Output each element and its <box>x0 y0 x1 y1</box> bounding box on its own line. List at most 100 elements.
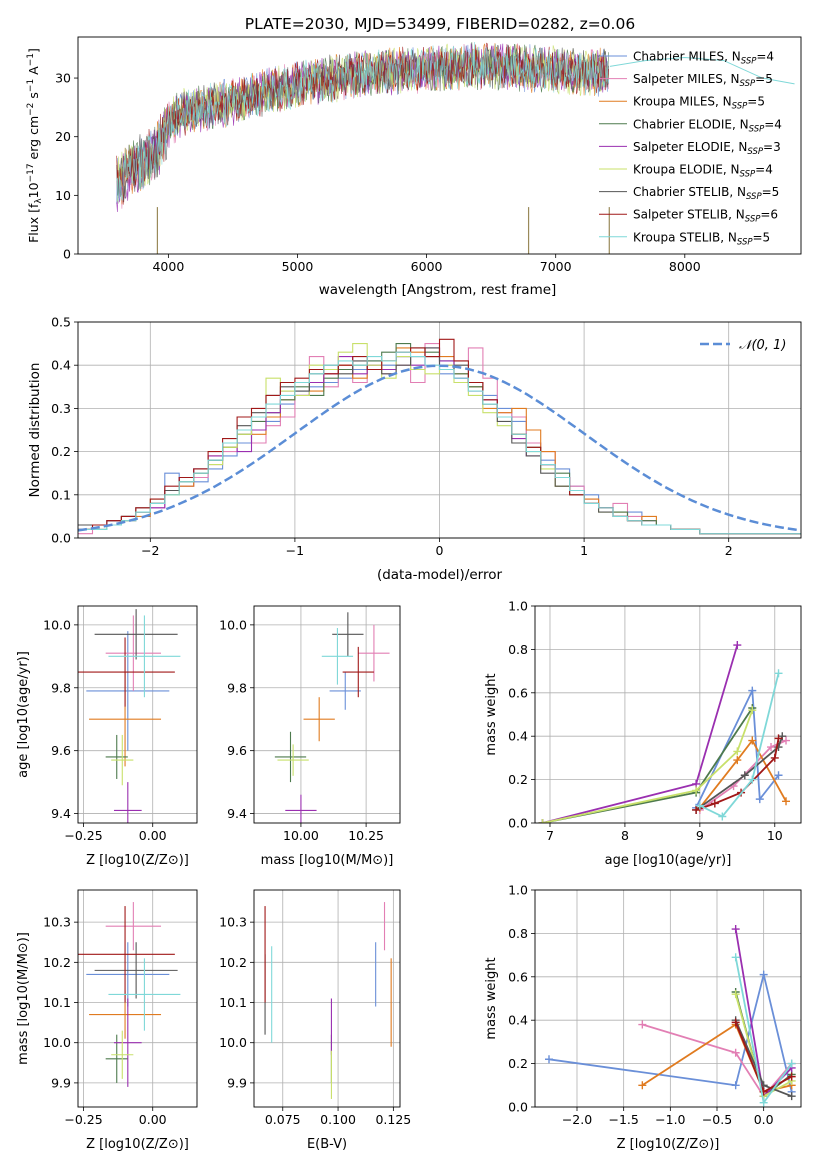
x-tick-label: 0.125 <box>375 1112 411 1127</box>
spectrum-axes: 4000 5000 6000 7000 8000 0 10 20 30 <box>55 71 701 274</box>
y-tick-label: 0.4 <box>508 729 528 744</box>
legend-label-main: Kroupa MILES, N <box>633 95 732 109</box>
x-tick-label: 10.25 <box>348 828 384 843</box>
legend-label-sub: SSP <box>746 192 762 202</box>
legend-label: Chabrier STELIB, NSSP=5 <box>633 185 779 202</box>
y-tick-label: 30 <box>55 71 71 86</box>
weight-marker <box>759 1098 768 1107</box>
y-tick-label: 0.6 <box>508 685 528 700</box>
y-tick-label: 0.4 <box>508 1013 528 1028</box>
z_weight-x-label: Z [log10(Z/Z⊙)] <box>617 1137 720 1152</box>
weight-marker <box>731 925 740 934</box>
errorbar-point <box>285 794 317 823</box>
legend-label-main: Chabrier STELIB, N <box>633 185 746 199</box>
residuals-x-label: (data-model)/error <box>377 567 503 583</box>
errorbar-point <box>108 615 181 698</box>
ebv_mass-errorbars <box>264 902 392 1099</box>
y-tick-label: 0.2 <box>51 444 71 459</box>
x-tick-label: 0.0 <box>754 1112 774 1127</box>
weight-marker <box>774 734 783 743</box>
y-label-part: erg cm <box>26 116 41 164</box>
legend-label-sub: SSP <box>740 170 756 180</box>
errorbar-point <box>105 734 128 779</box>
weight-line <box>699 673 780 818</box>
x-tick-label: 8000 <box>669 259 701 274</box>
weight-marker <box>731 990 740 999</box>
x-tick-label: −2.0 <box>562 1112 592 1127</box>
errorbar-point <box>303 697 335 742</box>
weight-marker <box>731 1048 740 1057</box>
weight-line <box>542 707 754 823</box>
weight-marker <box>748 775 757 784</box>
legend-label-tail: =4 <box>755 163 773 177</box>
weight-marker <box>787 1092 796 1101</box>
x-tick-label: 2 <box>725 543 733 558</box>
legend-label-main: Kroupa ELODIE, N <box>633 163 740 177</box>
figure-title: PLATE=2030, MJD=53499, FIBERID=0282, z=0… <box>245 15 635 33</box>
legend-label-sub: SSP <box>741 57 757 67</box>
x-tick-label: 8 <box>621 828 629 843</box>
y-label-part: A <box>26 66 41 79</box>
x-tick-label: 9 <box>696 828 704 843</box>
weight-marker <box>748 686 757 695</box>
y-tick-label: 9.9 <box>227 1075 247 1090</box>
weight-marker <box>638 1081 647 1090</box>
errorbar-point <box>94 609 178 660</box>
y-label-part: λ <box>34 198 44 204</box>
age_weight-y-label: mass weight <box>484 673 499 755</box>
weight-marker <box>733 756 742 765</box>
y-label-part: −17 <box>26 163 36 182</box>
residuals-y-label: Normed distribution <box>27 363 43 498</box>
age_weight-lines <box>538 641 791 823</box>
y-tick-label: 10 <box>55 188 71 203</box>
y-tick-label: 9.9 <box>51 1075 71 1090</box>
legend-label-tail: =5 <box>747 95 765 109</box>
mass_age-frame <box>253 605 401 824</box>
weight-marker <box>759 970 768 979</box>
y-tick-label: 0.2 <box>508 1056 528 1071</box>
weight-marker <box>774 771 783 780</box>
legend-label-tail: =5 <box>753 230 771 244</box>
y-tick-label: 0.6 <box>508 969 528 984</box>
weight-marker <box>733 747 742 756</box>
legend-label-sub: SSP <box>747 147 763 157</box>
z_age-x-label: Z [log10(Z/Z⊙)] <box>86 853 189 868</box>
x-tick-label: −1 <box>286 543 304 558</box>
y-tick-label: 10.3 <box>43 915 71 930</box>
spectrum-x-label: wavelength [Angstrom, rest frame] <box>319 282 557 298</box>
y-label-part: s <box>26 92 41 103</box>
y-tick-label: 9.8 <box>227 680 247 695</box>
y-label-part: Flux [f <box>26 203 41 243</box>
y-tick-label: 0.0 <box>508 816 528 831</box>
x-tick-label: −1.5 <box>608 1112 638 1127</box>
legend-label-sub: SSP <box>749 124 765 134</box>
x-tick-label: 5000 <box>282 259 314 274</box>
y-tick-label: 10.1 <box>43 995 71 1010</box>
legend-label-main: Chabrier MILES, N <box>633 50 741 64</box>
z_age-errorbars <box>78 609 181 823</box>
x-tick-label: 1 <box>580 543 588 558</box>
weight-marker <box>770 753 779 762</box>
z_mass-errorbars <box>78 902 181 1087</box>
x-tick-label: 0.100 <box>320 1112 356 1127</box>
spectrum-frame <box>77 36 802 255</box>
weight-line <box>699 738 787 809</box>
weight-marker <box>731 1081 740 1090</box>
x-tick-label: 10 <box>767 828 783 843</box>
mass_age-x-label: mass [log10(M/M⊙)] <box>261 853 394 868</box>
weight-marker <box>787 1059 796 1068</box>
legend-label: Chabrier MILES, NSSP=4 <box>633 50 774 67</box>
mass_age-axes: 10.00 10.25 9.4 9.6 9.8 10.0 <box>219 606 400 843</box>
histogram-steps <box>78 338 801 535</box>
x-tick-label: −1.0 <box>655 1112 685 1127</box>
weight-marker <box>692 786 701 795</box>
weight-marker <box>748 706 757 715</box>
y-tick-label: 1.0 <box>508 883 528 898</box>
legend-label-tail: =5 <box>762 185 780 199</box>
y-tick-label: 9.4 <box>51 806 71 821</box>
errorbar-point <box>78 637 175 707</box>
y-tick-label: 9.4 <box>227 806 247 821</box>
z_mass-frame <box>77 889 198 1108</box>
weight-marker <box>638 1020 647 1029</box>
y-tick-label: 0.8 <box>508 926 528 941</box>
